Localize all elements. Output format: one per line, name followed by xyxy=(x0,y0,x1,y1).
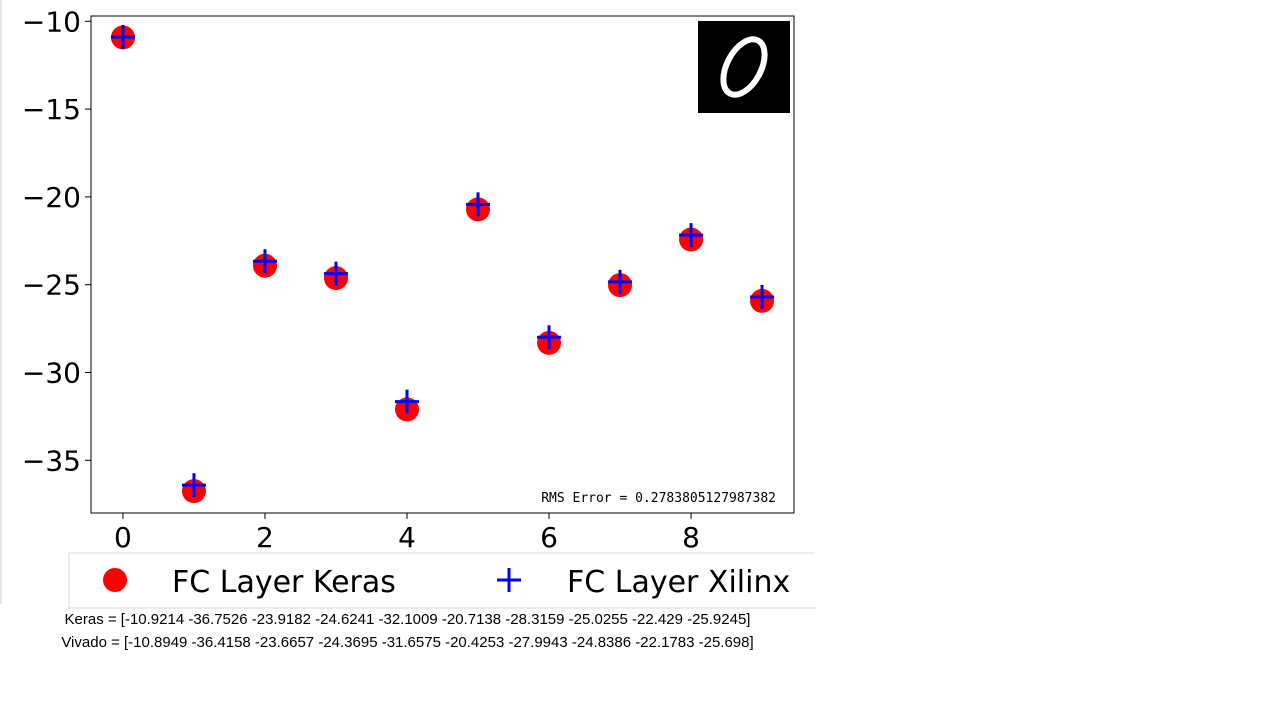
legend-label-keras: FC Layer Keras xyxy=(172,565,396,600)
legend-clip-mask xyxy=(815,540,845,620)
y-tick-label: −10 xyxy=(22,5,81,38)
y-tick-label: −25 xyxy=(22,269,81,302)
ticks-layer: 0 2 4 6 8 −10 −15 −20 −25 −30 −35 xyxy=(22,5,700,554)
digit-zero-glyph xyxy=(720,36,768,98)
keras-values-caption: Keras = [-10.9214 -36.7526 -23.9182 -24.… xyxy=(64,611,751,628)
xilinx-point xyxy=(466,192,491,217)
xilinx-point xyxy=(323,261,348,286)
xilinx-point xyxy=(394,389,419,414)
legend-box xyxy=(68,552,830,609)
x-tick-label: 4 xyxy=(398,521,416,554)
x-tick-label: 0 xyxy=(114,521,132,554)
plot-frame xyxy=(90,15,795,514)
x-tick-label: 2 xyxy=(256,521,274,554)
vivado-values-caption: Vivado = [-10.8949 -36.4158 -23.6657 -24… xyxy=(61,634,754,651)
y-tick-label: −20 xyxy=(22,181,81,214)
xilinx-point xyxy=(608,269,633,294)
y-tick-label: −35 xyxy=(22,444,81,477)
x-tick-label: 8 xyxy=(682,521,700,554)
xilinx-point xyxy=(679,223,704,248)
marks-layer xyxy=(110,24,775,504)
legend: FC Layer Keras FC Layer Xilinx xyxy=(68,552,830,609)
legend-label-xilinx: FC Layer Xilinx xyxy=(567,565,790,600)
xilinx-point xyxy=(537,325,562,350)
rms-error-annotation: RMS Error = 0.2783805127987382 xyxy=(541,491,776,506)
x-tick-label: 6 xyxy=(540,521,558,554)
y-tick-label: −30 xyxy=(22,357,81,390)
xilinx-point xyxy=(110,24,135,49)
legend-marker-keras xyxy=(103,568,127,592)
y-tick-label: −15 xyxy=(22,93,81,126)
xilinx-point xyxy=(252,249,277,274)
xilinx-point xyxy=(750,284,775,309)
legend-marker-xilinx xyxy=(497,568,521,592)
inset-digit-image xyxy=(698,21,790,113)
xilinx-point xyxy=(181,473,206,498)
